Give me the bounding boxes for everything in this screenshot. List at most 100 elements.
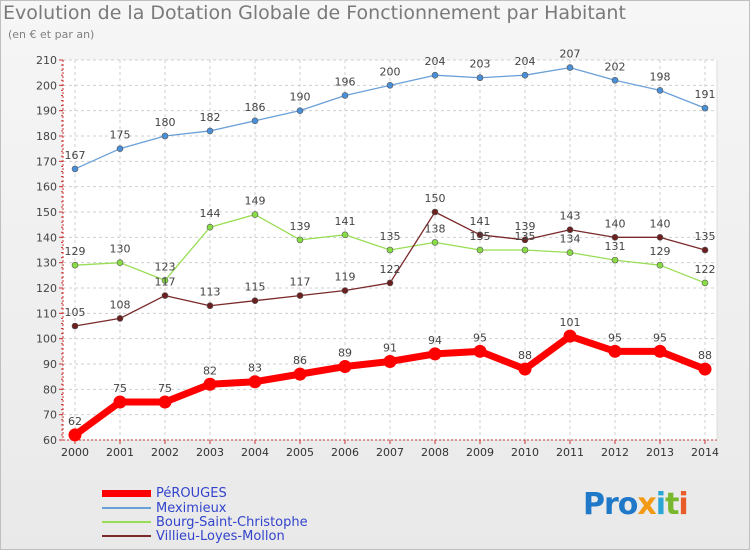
logo-part: t bbox=[665, 487, 679, 522]
data-point-0 bbox=[653, 344, 667, 358]
data-label-3: 108 bbox=[110, 298, 131, 311]
data-label-3: 140 bbox=[605, 217, 626, 230]
data-point-3 bbox=[656, 234, 664, 241]
x-tick-label: 2010 bbox=[511, 446, 539, 459]
data-label-0: 95 bbox=[653, 331, 667, 344]
legend-item-bourg: Bourg-Saint-Christophe bbox=[102, 515, 308, 530]
data-point-2 bbox=[251, 211, 259, 218]
data-point-2 bbox=[611, 256, 619, 264]
data-label-2: 141 bbox=[335, 215, 356, 228]
data-label-3: 117 bbox=[290, 276, 311, 289]
logo-part: x bbox=[637, 487, 656, 522]
data-label-3: 139 bbox=[515, 220, 536, 233]
y-tick-label: 200 bbox=[36, 79, 57, 92]
x-tick-label: 2006 bbox=[331, 446, 359, 459]
data-label-2: 139 bbox=[290, 220, 311, 233]
data-label-1: 191 bbox=[695, 88, 716, 101]
data-point-2 bbox=[656, 261, 664, 269]
data-point-1 bbox=[206, 127, 214, 135]
data-point-1 bbox=[611, 76, 619, 84]
data-point-1 bbox=[656, 87, 664, 94]
data-label-0: 91 bbox=[383, 341, 397, 354]
data-point-1 bbox=[521, 71, 529, 79]
legend-swatch-meximieux bbox=[102, 507, 151, 509]
legend-item-meximieux: Meximieux bbox=[102, 501, 227, 516]
chart-subtitle: (en € et par an) bbox=[8, 28, 95, 41]
data-label-1: 175 bbox=[110, 129, 131, 142]
data-point-3 bbox=[431, 208, 439, 216]
data-label-1: 207 bbox=[560, 48, 581, 61]
y-tick-label: 110 bbox=[36, 307, 57, 320]
y-tick-label: 60 bbox=[43, 434, 57, 447]
data-point-2 bbox=[161, 277, 169, 284]
data-point-3 bbox=[161, 292, 169, 299]
data-point-2 bbox=[476, 246, 484, 254]
legend-label-villieu: Villieu-Loyes-Mollon bbox=[156, 528, 285, 544]
data-label-1: 196 bbox=[335, 75, 356, 88]
y-tick-label: 210 bbox=[36, 54, 57, 67]
data-point-0 bbox=[698, 362, 712, 376]
data-point-2 bbox=[701, 279, 709, 287]
data-point-1 bbox=[476, 74, 484, 82]
data-label-3: 143 bbox=[560, 210, 581, 223]
x-tick-label: 2014 bbox=[691, 446, 719, 459]
data-label-2: 129 bbox=[650, 245, 671, 258]
data-point-1 bbox=[341, 92, 349, 99]
data-label-0: 83 bbox=[248, 362, 262, 375]
axes: 60 70 80 90 100 110 120 130 140 150 160 170 180 190 20… bbox=[36, 54, 719, 459]
x-tick-label: 2009 bbox=[466, 446, 494, 459]
data-point-0 bbox=[248, 375, 262, 389]
x-tick-label: 2005 bbox=[286, 446, 314, 459]
data-label-0: 95 bbox=[473, 331, 487, 344]
data-label-2: 123 bbox=[155, 260, 176, 273]
data-point-2 bbox=[431, 239, 439, 246]
y-tick-label: 190 bbox=[36, 105, 57, 118]
data-point-2 bbox=[116, 259, 124, 266]
data-label-3: 150 bbox=[425, 192, 446, 205]
data-label-0: 86 bbox=[293, 354, 307, 367]
data-label-1: 200 bbox=[380, 65, 401, 78]
data-label-1: 180 bbox=[155, 116, 176, 129]
data-point-1 bbox=[161, 132, 169, 140]
y-tick-label: 140 bbox=[36, 231, 57, 244]
series bbox=[68, 64, 712, 442]
data-label-3: 135 bbox=[695, 230, 716, 243]
data-label-0: 75 bbox=[158, 382, 172, 395]
data-point-3 bbox=[476, 231, 484, 239]
chart-title: Evolution de la Dotation Globale de Fonc… bbox=[3, 2, 626, 24]
data-point-0 bbox=[203, 377, 217, 391]
data-label-1: 190 bbox=[290, 91, 311, 104]
data-point-3 bbox=[386, 279, 394, 287]
data-point-0 bbox=[473, 344, 487, 358]
legend-swatch-bourg bbox=[102, 521, 151, 523]
data-label-3: 115 bbox=[245, 281, 266, 294]
data-label-0: 82 bbox=[203, 364, 217, 377]
data-label-3: 119 bbox=[335, 271, 356, 284]
legend-item-villieu: Villieu-Loyes-Mollon bbox=[102, 528, 285, 544]
data-label-1: 186 bbox=[245, 101, 266, 114]
data-point-1 bbox=[251, 117, 259, 125]
data-label-2: 135 bbox=[470, 230, 491, 243]
y-tick-label: 130 bbox=[36, 257, 57, 270]
data-point-0 bbox=[428, 347, 442, 361]
data-point-3 bbox=[251, 297, 259, 304]
data-label-3: 140 bbox=[650, 217, 671, 230]
data-point-0 bbox=[383, 354, 397, 368]
data-label-1: 204 bbox=[425, 55, 446, 68]
data-label-2: 134 bbox=[560, 233, 581, 246]
x-tick-label: 2008 bbox=[421, 446, 449, 459]
x-tick-label: 2012 bbox=[601, 446, 629, 459]
logo-part: i bbox=[655, 487, 666, 522]
y-tick-label: 120 bbox=[36, 282, 57, 295]
data-label-0: 89 bbox=[338, 347, 352, 360]
y-tick-label: 100 bbox=[36, 333, 57, 346]
data-label-0: 88 bbox=[518, 349, 532, 362]
data-point-1 bbox=[116, 145, 124, 152]
logo-part: i bbox=[678, 487, 688, 522]
data-label-0: 94 bbox=[428, 334, 442, 347]
legend-label-perouges: PéROUGES bbox=[156, 485, 227, 501]
x-tick-label: 2001 bbox=[106, 446, 134, 459]
data-label-3: 141 bbox=[470, 215, 491, 228]
data-label-0: 88 bbox=[698, 349, 712, 362]
